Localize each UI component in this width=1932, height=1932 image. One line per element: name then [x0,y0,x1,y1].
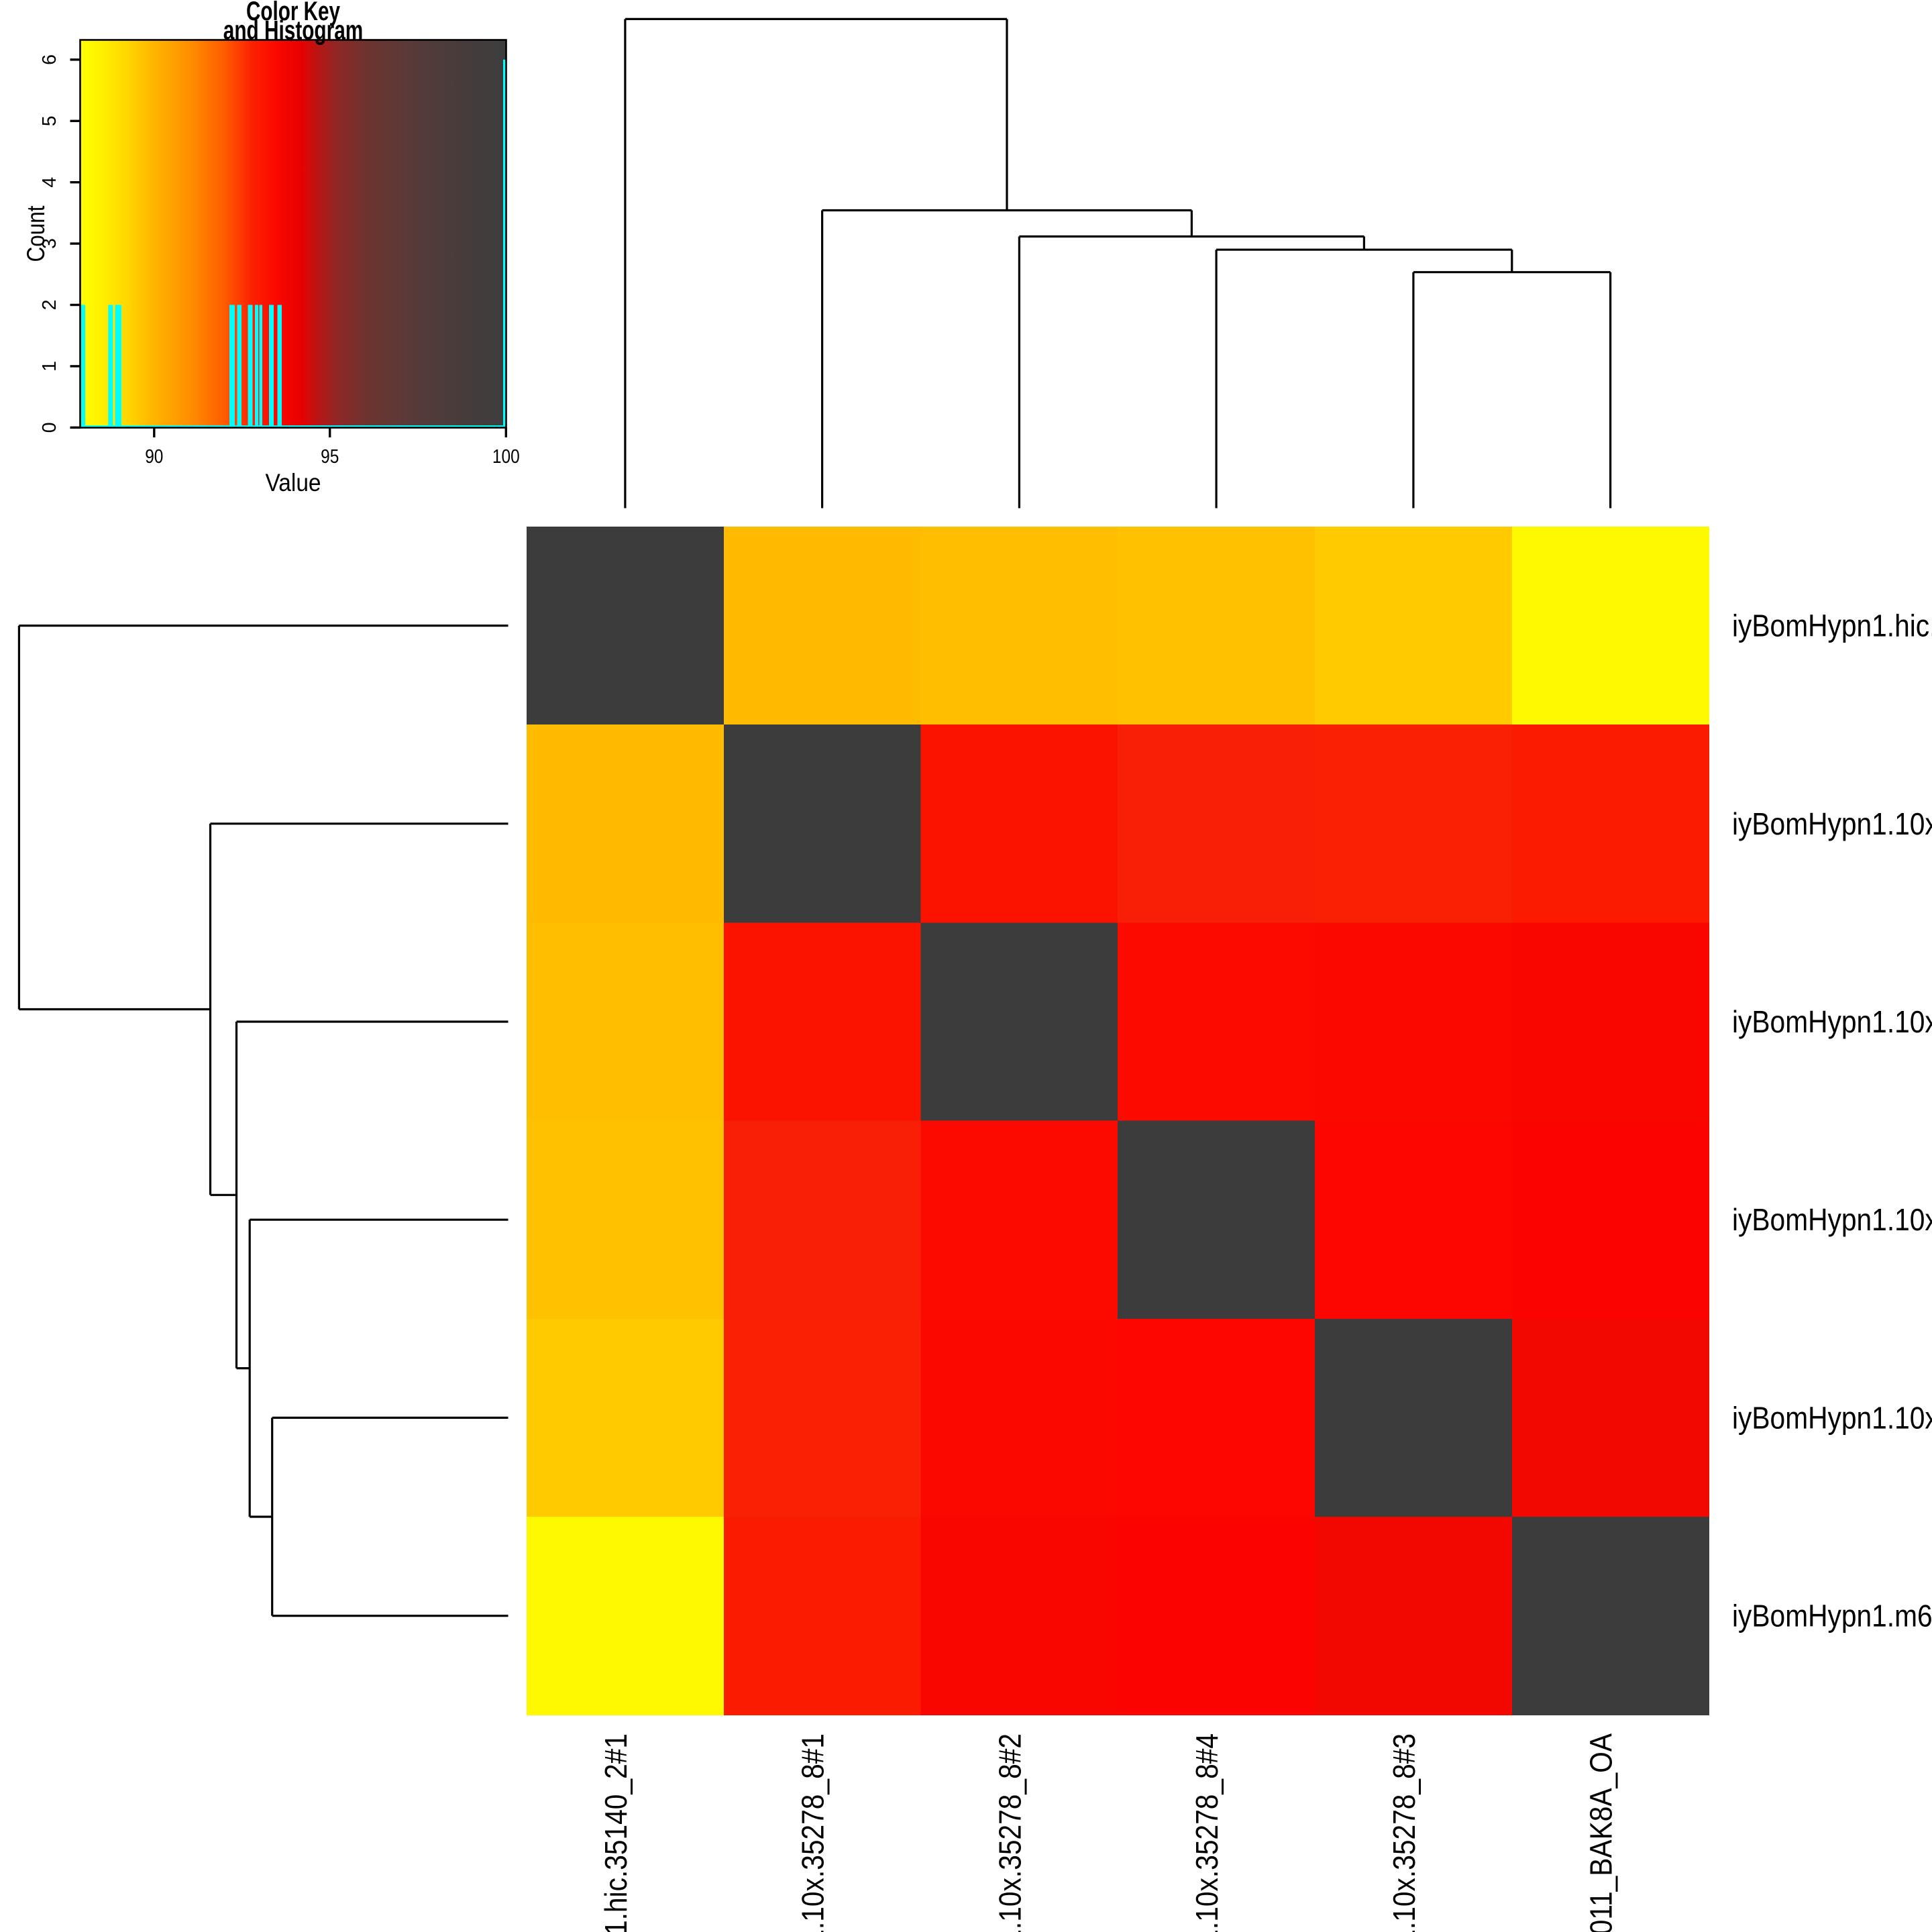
svg-text:iyBomHypn1.hic.35140_2#1: iyBomHypn1.hic.35140_2#1 [598,1733,633,1932]
svg-text:95: 95 [321,446,339,468]
svg-text:3: 3 [39,238,60,249]
svg-text:0: 0 [39,422,60,433]
svg-text:iyBomHypn1.10x.35278_8#3: iyBomHypn1.10x.35278_8#3 [1387,1733,1421,1932]
svg-text:5: 5 [39,115,60,126]
svg-text:2: 2 [39,300,60,311]
svg-text:Color Key: Color Key [246,0,341,26]
svg-text:Count: Count [22,205,50,262]
svg-text:6: 6 [39,54,60,65]
svg-text:iyBomHypn1.10x.35278_8#2: iyBomHypn1.10x.35278_8#2 [992,1733,1027,1932]
svg-text:and Histogram: and Histogram [223,16,364,46]
svg-text:iyBomHypn1.m64016_211011_BAK8A: iyBomHypn1.m64016_211011_BAK8A_OA [1584,1733,1619,1932]
svg-text:iyBomHypn1.10x.35278_8#1: iyBomHypn1.10x.35278_8#1 [1732,806,1932,841]
svg-text:iyBomHypn1.hic.35140_2#1: iyBomHypn1.hic.35140_2#1 [1732,608,1932,643]
svg-text:iyBomHypn1.10x.35278_8#4: iyBomHypn1.10x.35278_8#4 [1732,1202,1932,1237]
svg-text:iyBomHypn1.10x.35278_8#3: iyBomHypn1.10x.35278_8#3 [1732,1400,1932,1435]
svg-text:1: 1 [39,361,60,372]
svg-text:4: 4 [39,177,60,188]
svg-text:iyBomHypn1.10x.35278_8#2: iyBomHypn1.10x.35278_8#2 [1732,1004,1932,1039]
svg-text:iyBomHypn1.m64016_211011_BAK8A: iyBomHypn1.m64016_211011_BAK8A_OA [1732,1599,1932,1633]
svg-text:90: 90 [145,446,163,468]
svg-text:Value: Value [266,469,321,496]
svg-text:iyBomHypn1.10x.35278_8#4: iyBomHypn1.10x.35278_8#4 [1189,1733,1224,1932]
svg-text:100: 100 [492,446,520,468]
svg-text:iyBomHypn1.10x.35278_8#1: iyBomHypn1.10x.35278_8#1 [796,1733,830,1932]
